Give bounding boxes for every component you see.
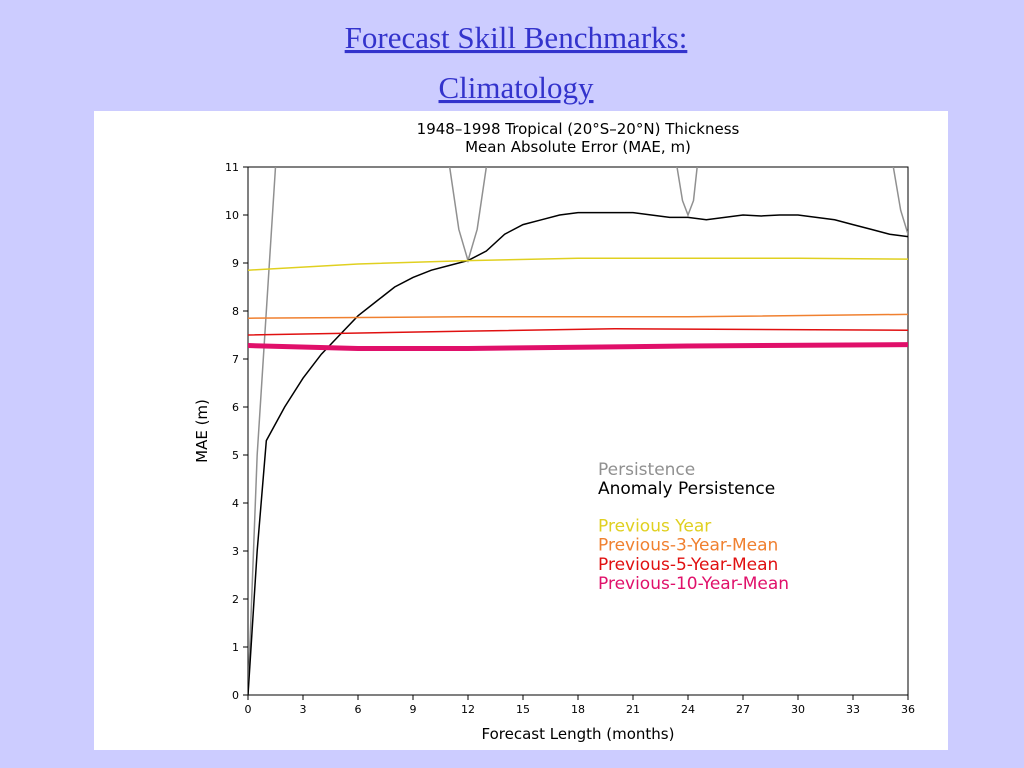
x-tick-label: 24 [681,703,695,716]
y-tick-label: 5 [232,449,239,462]
x-tick-label: 0 [245,703,252,716]
y-tick-label: 0 [232,689,239,702]
x-axis-label: Forecast Length (months) [482,725,675,743]
legend-entry: Previous-3-Year-Mean [598,536,778,556]
x-tick-label: 6 [355,703,362,716]
series-line [248,328,908,336]
y-tick-label: 3 [232,545,239,558]
x-tick-label: 30 [791,703,805,716]
x-tick-label: 18 [571,703,585,716]
x-tick-label: 15 [516,703,530,716]
legend-entry: Anomaly Persistence [598,479,775,499]
y-axis-label: MAE (m) [193,399,211,463]
chart-panel [94,111,948,750]
y-tick-label: 10 [225,209,239,222]
y-tick-label: 11 [225,161,239,174]
x-tick-label: 9 [410,703,417,716]
chart-title: Mean Absolute Error (MAE, m) [465,138,691,156]
x-tick-label: 12 [461,703,475,716]
y-tick-label: 4 [232,497,239,510]
x-tick-label: 21 [626,703,640,716]
chart-title: 1948–1998 Tropical (20°S–20°N) Thickness [417,120,740,138]
y-tick-label: 1 [232,641,239,654]
slide-title: Forecast Skill Benchmarks: [345,20,688,55]
legend-entry: Previous Year [598,516,711,536]
y-tick-label: 8 [232,305,239,318]
y-tick-label: 6 [232,401,239,414]
x-tick-label: 36 [901,703,915,716]
series-line [248,211,908,695]
x-tick-label: 3 [300,703,307,716]
slide-title: Climatology [439,70,595,105]
legend-entry: Previous-5-Year-Mean [598,555,778,575]
y-tick-label: 2 [232,593,239,606]
series-line [248,257,908,271]
y-tick-label: 7 [232,353,239,366]
y-tick-label: 9 [232,257,239,270]
x-tick-label: 33 [846,703,860,716]
legend-entry: Persistence [598,460,695,480]
x-tick-label: 27 [736,703,750,716]
plot-lines [248,167,908,695]
series-line [248,342,908,351]
series-line [248,313,908,319]
legend-entry: Previous-10-Year-Mean [598,574,789,594]
